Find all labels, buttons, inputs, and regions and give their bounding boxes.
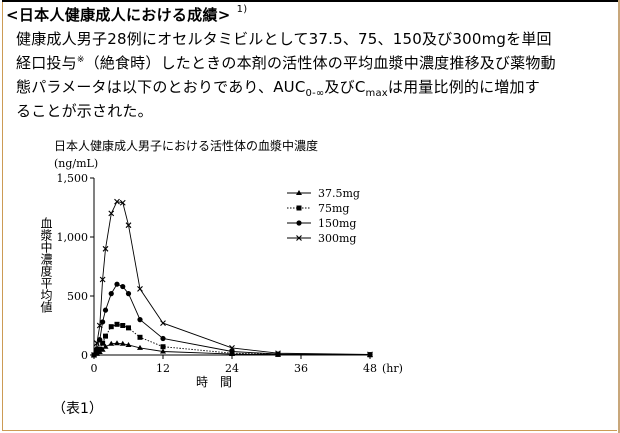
data-point-1-3	[100, 340, 106, 346]
legend-label-3: 300mg	[318, 232, 356, 245]
y-axis-unit: (ng/mL)	[54, 157, 99, 170]
data-point-3-9	[137, 286, 143, 292]
data-point-3-5	[108, 210, 115, 217]
legend-marker-1	[296, 205, 302, 211]
data-point-0-7	[119, 340, 126, 346]
legend-marker-3	[296, 235, 302, 241]
data-point-3-6	[114, 198, 120, 205]
footnote-mark: ※	[76, 55, 85, 65]
x-tick-label: 48	[363, 362, 377, 375]
data-point-1-5	[108, 324, 114, 330]
y-tick-label: 1,000	[57, 231, 89, 244]
x-tick-label: 24	[225, 362, 239, 375]
section-heading: <日本人健康成人における成績> 1)	[6, 4, 248, 25]
data-point-3-8	[125, 222, 132, 229]
heading-reference: 1)	[236, 4, 248, 15]
data-point-2-5	[108, 291, 114, 297]
heading-title: <日本人健康成人における成績>	[6, 6, 231, 24]
data-point-3-4	[102, 245, 109, 252]
para-line-3b: 及びC	[324, 78, 366, 96]
frame-right-border	[618, 0, 620, 433]
para-line-2a: 経口投与	[16, 54, 77, 72]
data-point-0-5	[108, 340, 115, 346]
data-point-2-12	[275, 351, 281, 357]
data-point-0-9	[137, 344, 143, 350]
data-point-0-6	[114, 340, 120, 346]
frame-top-border	[2, 0, 618, 2]
table-reference: （表1）	[52, 401, 103, 417]
data-point-1-4	[103, 333, 108, 339]
y-tick-label: 0	[81, 349, 88, 362]
data-point-2-10	[160, 335, 166, 342]
data-point-2-6	[114, 281, 120, 287]
y-tick-label: 1,500	[57, 172, 89, 185]
data-point-0-4	[102, 343, 109, 349]
data-point-3-2	[96, 322, 103, 329]
x-axis-label: 時 間	[196, 375, 232, 389]
chart-title: 日本人健康成人男子における活性体の血漿中濃度	[54, 139, 319, 153]
data-point-1-6	[114, 321, 120, 327]
y-tick-label: 500	[67, 290, 88, 303]
para-line-3c: は用量比例的に増加す	[387, 78, 540, 96]
data-point-1-7	[120, 323, 126, 328]
data-point-3-1	[93, 340, 100, 347]
description-paragraph: 健康成人男子28例にオセルタミビルとして37.5、75、150及び300mgを単…	[16, 27, 614, 123]
y-axis-label: 血漿中濃度平均値	[39, 217, 53, 313]
auc-subscript: 0-∞	[305, 88, 325, 99]
x-axis-unit: (hr)	[382, 362, 403, 375]
data-point-1-9	[137, 334, 143, 340]
data-point-1-8	[126, 325, 131, 331]
data-point-2-9	[137, 317, 143, 323]
data-point-3-0	[91, 352, 97, 358]
data-point-3-7	[119, 199, 126, 206]
data-point-2-4	[102, 307, 109, 313]
para-line-1: 健康成人男子28例にオセルタミビルとして37.5、75、150及び300mgを単…	[16, 30, 552, 48]
data-point-1-2	[97, 346, 103, 352]
x-tick-label: 0	[91, 362, 98, 375]
para-line-2b: （絶食時）したときの本剤の活性体の平均血漿中濃度推移及び薬物動	[84, 54, 556, 72]
data-point-3-12	[275, 350, 281, 357]
x-tick-label: 12	[156, 362, 170, 375]
cmax-subscript: max	[365, 88, 388, 99]
series-line-2	[93, 283, 371, 356]
data-point-3-10	[160, 320, 166, 327]
data-point-2-11	[229, 348, 235, 355]
data-point-3-13	[367, 351, 373, 358]
legend-label-2: 150mg	[318, 217, 356, 230]
series-line-3	[93, 201, 371, 356]
data-point-2-8	[125, 291, 132, 297]
legend-marker-0	[296, 190, 302, 195]
x-tick-label: 36	[294, 362, 308, 375]
data-point-0-8	[125, 341, 132, 347]
data-point-3-3	[99, 276, 106, 283]
data-point-0-10	[160, 348, 166, 354]
data-point-3-11	[229, 345, 235, 351]
para-line-4: ることが示された。	[16, 102, 153, 120]
legend-label-1: 75mg	[318, 202, 349, 215]
data-point-2-7	[120, 283, 126, 290]
para-line-3a: 態パラメータは以下のとおりであり、AUC	[16, 78, 306, 96]
data-point-1-1	[94, 350, 100, 356]
legend-marker-2	[296, 220, 302, 226]
data-point-1-10	[160, 344, 166, 350]
legend-label-0: 37.5mg	[318, 187, 360, 200]
